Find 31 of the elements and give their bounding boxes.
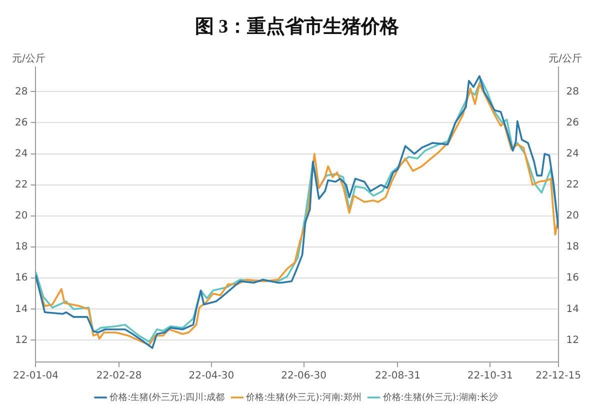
x-tick-label: 22-08-31 — [375, 370, 420, 382]
y-tick-label: 26 — [14, 117, 28, 128]
y-tick-label: 24 — [14, 148, 28, 160]
y-tick-label: 16 — [14, 272, 28, 284]
y2-tick-label: 16 — [566, 272, 580, 284]
y-axis-title: 元/公斤 — [12, 52, 46, 64]
x-tick-label: 22-01-04 — [13, 370, 58, 382]
y2-tick-label: 28 — [566, 86, 580, 98]
legend-label: 价格:生猪(外三元):四川:成都 — [108, 392, 225, 403]
y2-tick-label: 22 — [566, 179, 580, 190]
y2-tick-label: 18 — [566, 242, 580, 253]
x-tick-label: 22-10-31 — [467, 370, 513, 382]
y2-tick-label: 24 — [566, 148, 580, 160]
y-tick-label: 14 — [14, 304, 28, 315]
x-tick-label: 22-12-15 — [536, 370, 581, 382]
y-tick-label: 22 — [14, 179, 28, 190]
chart-title: 图 3：重点省市生猪价格 — [194, 15, 400, 38]
legend-label: 价格:生猪(外三元):河南:郑州 — [245, 392, 362, 403]
y-tick-label: 28 — [14, 86, 28, 98]
x-tick-label: 22-06-30 — [281, 370, 327, 382]
y-tick-label: 18 — [14, 242, 28, 253]
y2-tick-label: 20 — [566, 210, 580, 222]
y-tick-label: 12 — [14, 334, 28, 346]
y2-tick-label: 26 — [566, 117, 580, 128]
legend-label: 价格:生猪(外三元):湖南:长沙 — [382, 392, 498, 403]
y-tick-label: 20 — [14, 210, 28, 222]
x-tick-label: 22-02-28 — [96, 370, 142, 382]
y2-tick-label: 14 — [566, 304, 580, 315]
y2-axis-title: 元/公斤 — [548, 52, 582, 64]
x-tick-label: 22-04-30 — [188, 370, 234, 382]
y2-tick-label: 12 — [566, 334, 580, 346]
